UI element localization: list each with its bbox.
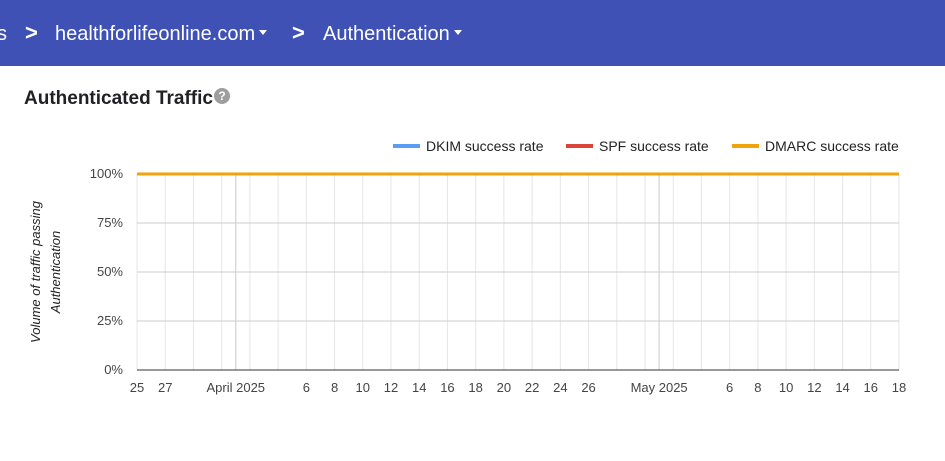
card-title-text: Authenticated Traffic [24,88,213,109]
x-tick-label: 10 [779,380,793,395]
x-tick-label: 12 [807,380,821,395]
breadcrumb-item-domain[interactable]: healthforlifeonline.com [55,0,268,66]
help-circle-icon[interactable]: ? [213,88,230,104]
legend-label: SPF success rate [599,138,709,154]
caret-down-icon [453,30,462,36]
x-tick-label: 14 [412,380,426,395]
card-title: Authenticated Traffic? [24,88,230,110]
x-tick-label: 6 [726,380,733,395]
breadcrumb-authentication-label: Authentication [323,23,450,45]
y-axis-title-line: Authentication [48,231,63,314]
x-tick-label: 18 [892,380,906,395]
breadcrumb-item-previous[interactable]: s [0,23,7,45]
x-tick-label: 12 [384,380,398,395]
x-tick-label: 8 [331,380,338,395]
y-tick-label: 0% [104,362,123,377]
x-tick-label: 24 [553,380,567,395]
y-axis-title-line: Volume of traffic passing [28,200,43,343]
y-tick-label: 50% [97,264,123,279]
y-tick-label: 25% [97,313,123,328]
x-tick-label: 20 [497,380,511,395]
legend-label: DMARC success rate [765,138,899,154]
breadcrumb-item-authentication[interactable]: Authentication [323,0,462,66]
y-axis-title: Volume of traffic passing Authentication [28,200,63,343]
y-tick-label: 75% [97,215,123,230]
x-tick-label: 27 [158,380,172,395]
x-tick-label: May 2025 [631,380,688,395]
x-tick-label: 16 [864,380,878,395]
x-tick-label: 8 [754,380,761,395]
top-app-bar: s > healthforlifeonline.com > Authentica… [0,0,945,66]
breadcrumb-separator-1: > [25,20,38,45]
x-tick-label: 14 [835,380,849,395]
legend-label: DKIM success rate [426,138,544,154]
x-tick-label: 22 [525,380,539,395]
x-tick-label: April 2025 [207,380,266,395]
caret-down-icon [259,30,268,36]
x-tick-label: 18 [468,380,482,395]
x-tick-label: 16 [440,380,454,395]
x-tick-label: 6 [303,380,310,395]
y-tick-label: 100% [90,166,124,181]
x-tick-label: 26 [581,380,595,395]
breadcrumb-domain-label: healthforlifeonline.com [55,23,256,45]
x-tick-label: 10 [356,380,370,395]
breadcrumb-separator-2: > [292,20,305,45]
x-tick-label: 25 [130,380,144,395]
